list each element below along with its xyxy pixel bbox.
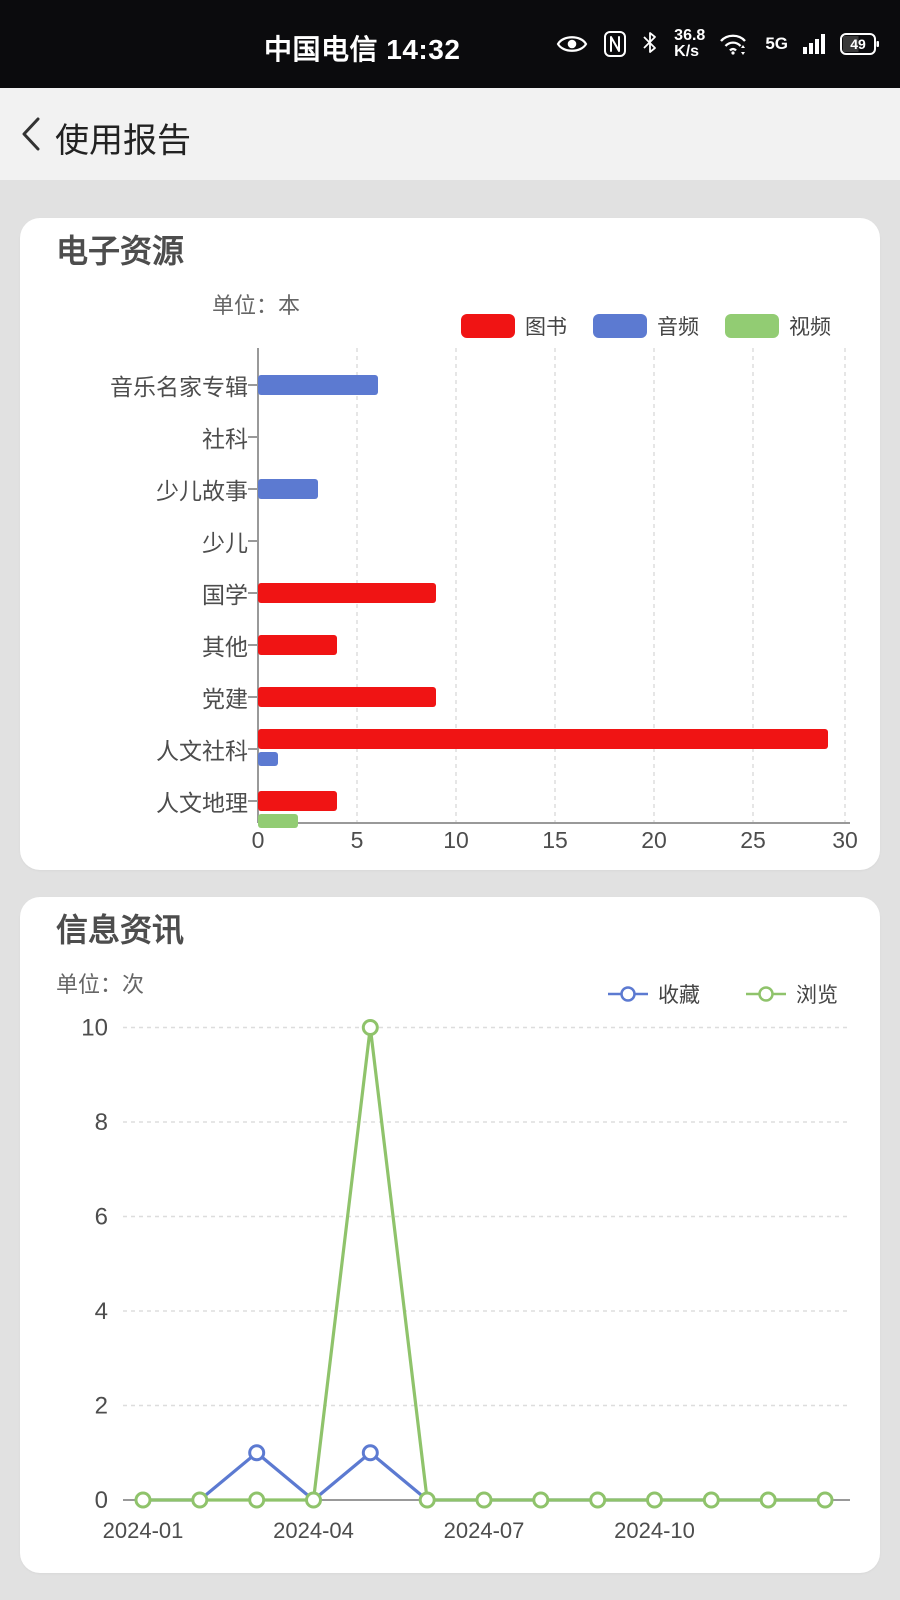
svg-text:2024-04: 2024-04 [273, 1518, 354, 1543]
svg-text:30: 30 [832, 827, 858, 848]
svg-text:10: 10 [443, 827, 469, 848]
svg-text:2024-01: 2024-01 [103, 1518, 184, 1543]
svg-text:10: 10 [81, 1015, 108, 1042]
svg-text:2024-07: 2024-07 [444, 1518, 525, 1543]
svg-text:6: 6 [95, 1204, 108, 1231]
svg-text:49: 49 [850, 36, 866, 52]
svg-text:8: 8 [95, 1109, 108, 1136]
svg-text:25: 25 [740, 827, 766, 848]
svg-text:20: 20 [641, 827, 667, 848]
svg-text:15: 15 [542, 827, 568, 848]
svg-text:5: 5 [351, 827, 364, 848]
svg-text:0: 0 [95, 1487, 108, 1514]
svg-text:2: 2 [95, 1393, 108, 1420]
svg-text:2024-10: 2024-10 [614, 1518, 695, 1543]
svg-text:4: 4 [95, 1298, 108, 1325]
svg-text:0: 0 [252, 827, 265, 848]
